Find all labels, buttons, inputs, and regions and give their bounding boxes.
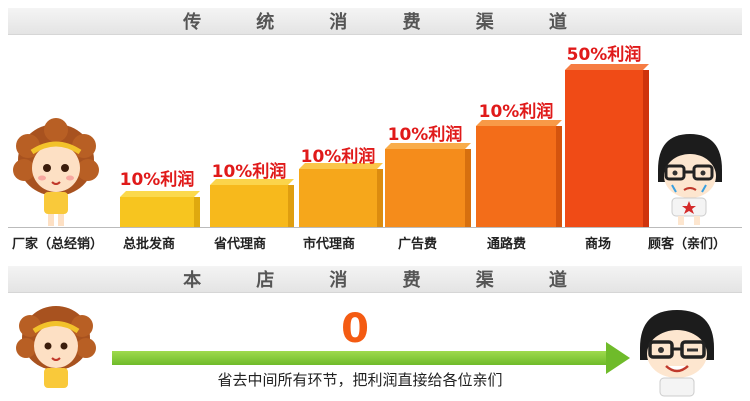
profit-bar xyxy=(385,143,471,227)
manufacturer-mascot xyxy=(13,118,99,226)
title-char: 道 xyxy=(548,12,567,33)
customer-mascot xyxy=(658,134,722,225)
store-banner: 本 店 消 费 渠 道 xyxy=(8,266,742,293)
title-char: 渠 xyxy=(475,270,494,291)
traditional-title: 传 统 消 费 渠 道 xyxy=(8,8,742,34)
profit-label: 50%利润 xyxy=(566,45,642,65)
channel-label: 通路费 xyxy=(487,237,527,252)
title-char: 渠 xyxy=(475,12,494,33)
zero-cost: 0 xyxy=(341,306,369,352)
profit-bar xyxy=(120,191,200,227)
profit-bar xyxy=(299,163,383,227)
channel-label: 总批发商 xyxy=(123,237,176,252)
title-char: 费 xyxy=(402,12,421,33)
channel-label: 商场 xyxy=(585,237,612,252)
profit-label: 10%利润 xyxy=(300,147,376,167)
title-char: 道 xyxy=(548,270,567,291)
channel-label: 省代理商 xyxy=(214,237,267,252)
title-char: 消 xyxy=(329,270,348,291)
channel-label: 广告费 xyxy=(398,237,438,252)
profit-bar xyxy=(210,179,294,227)
title-char: 本 xyxy=(183,270,202,291)
profit-label: 10%利润 xyxy=(119,170,195,190)
title-char: 消 xyxy=(329,12,348,33)
profit-bar xyxy=(476,120,562,227)
title-char: 统 xyxy=(256,12,275,33)
manufacturer-mascot-small xyxy=(16,306,96,388)
traditional-banner: 传 统 消 费 渠 道 xyxy=(8,8,742,35)
customer-mascot-happy xyxy=(640,310,714,397)
title-char: 费 xyxy=(402,270,421,291)
profit-bar xyxy=(565,64,649,227)
baseline xyxy=(8,227,742,228)
direct-arrow-head xyxy=(606,342,630,374)
profit-label: 10%利润 xyxy=(211,162,287,182)
store-caption: 省去中间所有环节，把利润直接给各位亲们 xyxy=(217,371,503,389)
profit-label: 10%利润 xyxy=(387,125,463,145)
direct-arrow-shaft xyxy=(112,351,612,365)
store-title: 本 店 消 费 渠 道 xyxy=(8,266,742,292)
left-party-label: 厂家（总经销） xyxy=(12,237,104,252)
channel-label: 市代理商 xyxy=(303,237,356,252)
right-party-label: 顾客（亲们） xyxy=(648,237,727,252)
profit-label: 10%利润 xyxy=(478,102,554,122)
title-char: 店 xyxy=(256,270,275,291)
title-char: 传 xyxy=(183,12,202,33)
